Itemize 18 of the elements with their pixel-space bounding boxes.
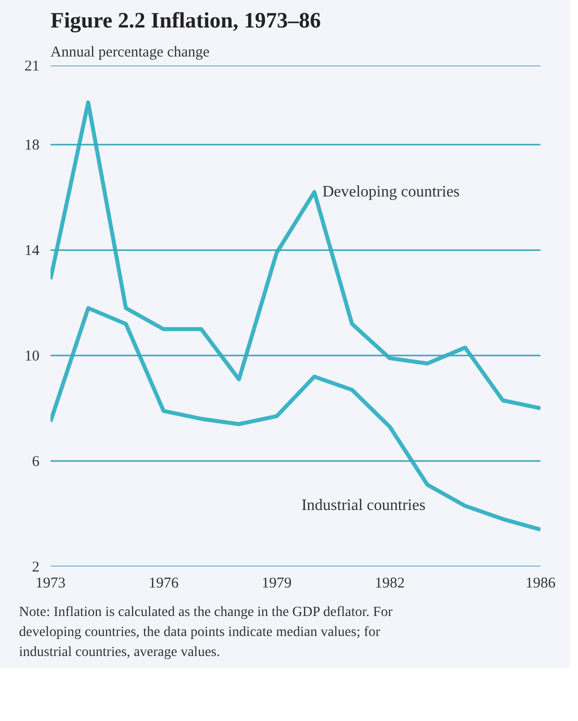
x-tick-label: 1986 — [526, 576, 556, 592]
line-series — [50, 306, 540, 532]
y-tick-label: 10 — [24, 348, 40, 365]
annotation: Industrial countries — [301, 496, 426, 514]
chart-title: Figure 2.2 Inflation, 1973–86 — [50, 8, 321, 32]
line-series — [50, 100, 540, 410]
y-tick-label: 14 — [24, 243, 40, 260]
y-axis-title: Annual percentage change — [50, 44, 210, 60]
y-tick-label: 6 — [32, 454, 40, 470]
x-tick-label: 1973 — [36, 576, 66, 592]
text: Note: Inflation is calculated as the change in the GDP deflator. For developing countries, the data points indicate median values; for industrial countries, average values. — [19, 604, 392, 662]
y-tick-label: 21 — [24, 58, 40, 74]
annotation: Developing countries — [322, 184, 460, 201]
y-tick-label: 18 — [24, 138, 40, 154]
x-tick-label: 1982 — [374, 576, 405, 592]
x-tick-label: 1979 — [262, 576, 292, 592]
x-tick-label: 1976 — [148, 576, 180, 592]
y-tick-label: 2 — [32, 560, 40, 576]
